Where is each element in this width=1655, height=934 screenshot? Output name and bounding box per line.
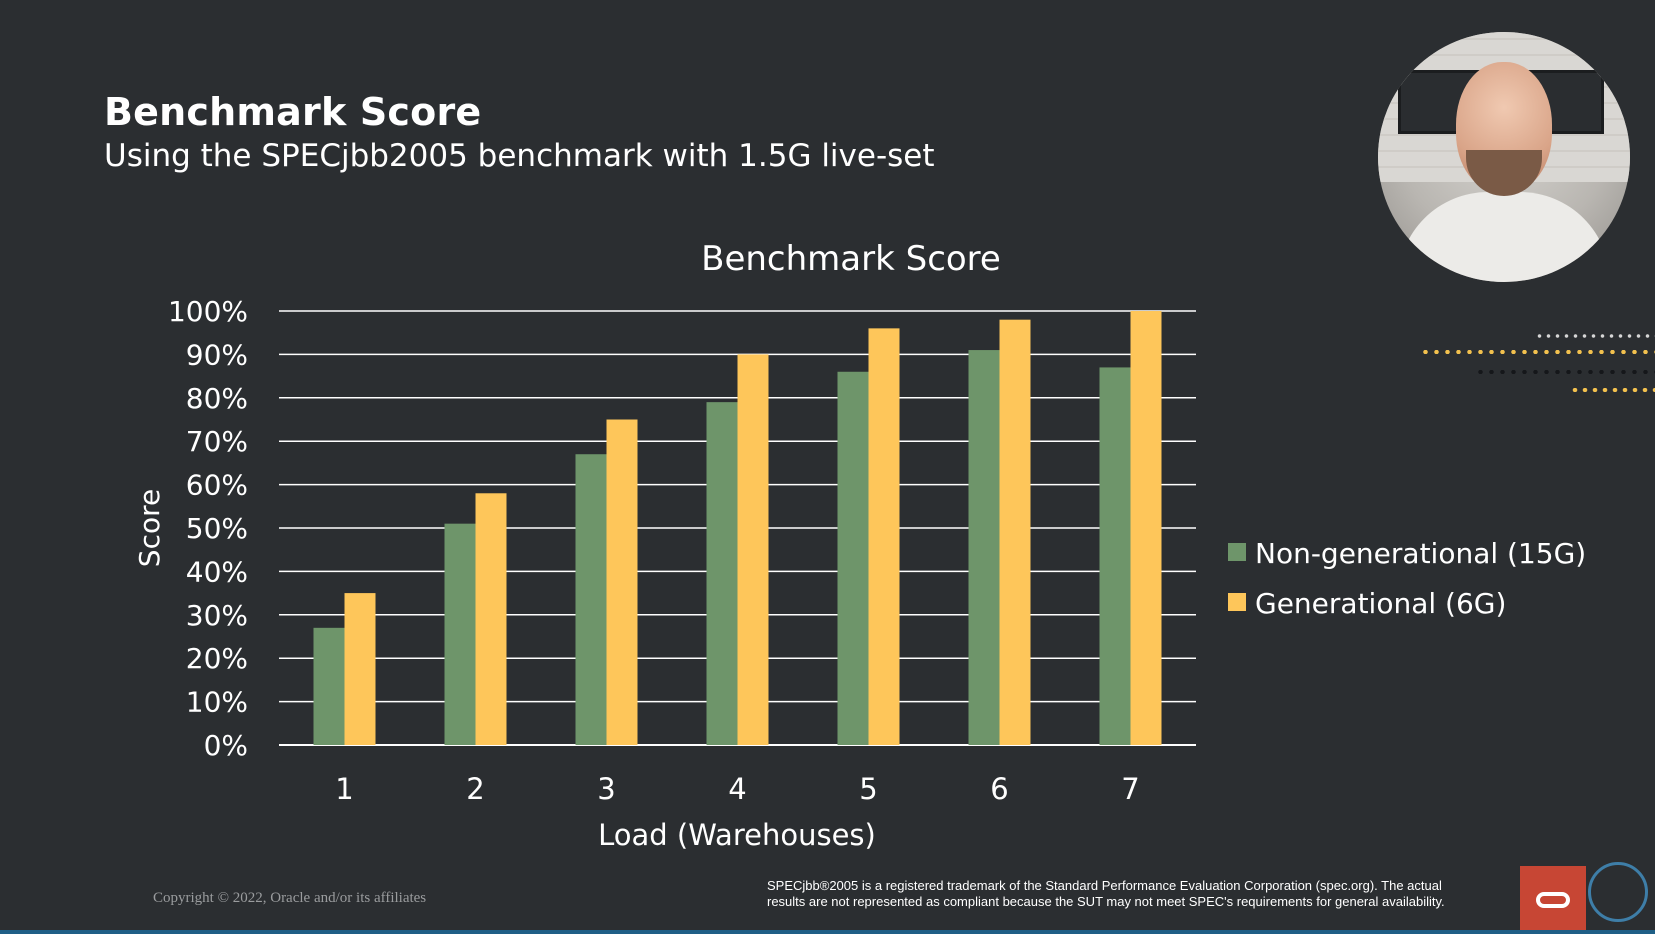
legend-swatch	[1228, 543, 1246, 561]
y-tick-label: 90%	[186, 338, 248, 371]
y-tick-label: 0%	[204, 729, 248, 762]
bars	[313, 311, 1162, 745]
y-tick-label: 20%	[186, 642, 248, 675]
x-axis-label: Load (Warehouses)	[598, 818, 876, 852]
y-tick-label: 10%	[186, 686, 248, 719]
bar-generational-2	[475, 493, 507, 745]
bar-non-generational-2	[444, 523, 476, 745]
y-tick-label: 60%	[186, 469, 248, 502]
legend-label: Non-generational (15G)	[1255, 537, 1586, 570]
y-tick-label: 100%	[168, 295, 248, 328]
bar-generational-3	[606, 419, 638, 745]
slide-subtitle: Using the SPECjbb2005 benchmark with 1.5…	[104, 138, 935, 174]
x-tick-label: 2	[466, 772, 484, 806]
y-tick-label: 30%	[186, 599, 248, 632]
bar-generational-6	[999, 319, 1031, 745]
legal-line-2: results are not represented as compliant…	[767, 894, 1445, 909]
y-axis-label: Score	[133, 489, 166, 567]
x-tick-label: 5	[859, 772, 877, 806]
y-tick-label: 70%	[186, 425, 248, 458]
bar-non-generational-1	[313, 627, 345, 745]
oracle-logo-icon	[1520, 866, 1586, 932]
x-tick-label: 7	[1121, 772, 1139, 806]
x-tick-label: 3	[597, 772, 615, 806]
legend-swatch	[1228, 593, 1246, 611]
bar-non-generational-6	[968, 350, 1000, 745]
presenter-webcam	[1378, 32, 1630, 282]
x-tick-label: 4	[728, 772, 746, 806]
x-tick-label: 1	[335, 772, 353, 806]
bar-non-generational-4	[706, 402, 738, 745]
bar-generational-4	[737, 354, 769, 745]
bar-non-generational-3	[575, 454, 607, 745]
benchmark-chart: Benchmark Score 0% 10% 20% 30% 40% 50% 60% 70% 8…	[133, 239, 1586, 852]
y-tick-label: 40%	[186, 555, 248, 588]
x-tick-labels: 1 2 3 4 5 6 7	[335, 772, 1139, 806]
bar-generational-1	[344, 593, 376, 745]
bar-generational-7	[1130, 311, 1162, 745]
legend-label: Generational (6G)	[1255, 587, 1506, 620]
bar-non-generational-7	[1099, 367, 1131, 745]
bar-generational-5	[868, 328, 900, 745]
legend: Non-generational (15G) Generational (6G)	[1228, 537, 1586, 620]
copyright-text: Copyright © 2022, Oracle and/or its affi…	[153, 890, 427, 906]
bar-non-generational-5	[837, 371, 869, 745]
bottom-accent-bar	[0, 930, 1655, 934]
slide-title: Benchmark Score	[104, 90, 482, 134]
dot-pattern-decoration	[1420, 330, 1655, 400]
y-tick-labels: 0% 10% 20% 30% 40% 50% 60% 70% 80% 90% 100%	[168, 295, 248, 762]
legal-line-1: SPECjbb®2005 is a registered trademark o…	[767, 878, 1442, 893]
y-tick-label: 80%	[186, 382, 248, 415]
y-tick-label: 50%	[186, 512, 248, 545]
swirl-icon	[1588, 862, 1648, 922]
legal-disclaimer: SPECjbb®2005 is a registered trademark o…	[767, 878, 1507, 910]
chart-title: Benchmark Score	[701, 239, 1001, 279]
x-tick-label: 6	[990, 772, 1008, 806]
